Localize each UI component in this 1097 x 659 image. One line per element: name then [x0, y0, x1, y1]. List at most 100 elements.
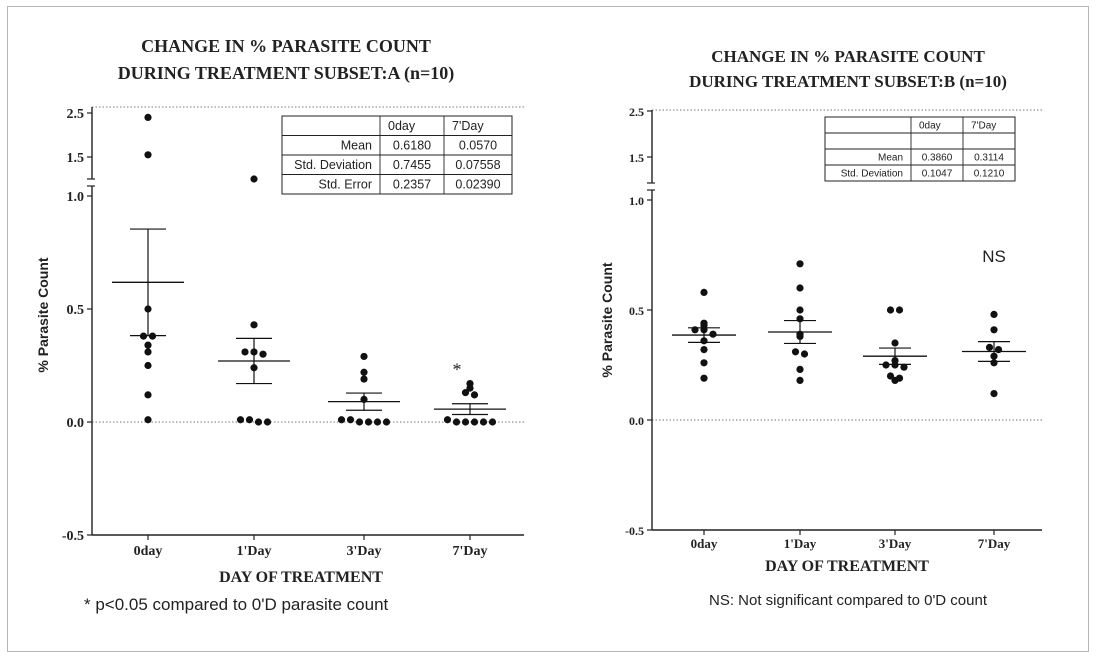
footnote: * p<0.05 compared to 0'D parasite count: [84, 595, 389, 614]
chart-title-line1: CHANGE IN % PARASITE COUNT: [141, 36, 431, 56]
data-point: [709, 330, 717, 338]
data-point: [470, 418, 479, 426]
data-point: [470, 391, 479, 399]
table-cell: Std. Deviation: [841, 169, 903, 180]
data-point: [241, 348, 249, 356]
chart-panel-a: CHANGE IN % PARASITE COUNT DURING TREATME…: [35, 36, 524, 614]
x-tick-label: 1'Day: [237, 544, 272, 559]
data-point: [144, 151, 152, 159]
data-point: [466, 379, 474, 388]
data-point: [364, 418, 373, 426]
y-tick-label: 1.5: [629, 151, 644, 165]
data-point: [144, 391, 152, 399]
data-point: [360, 368, 368, 376]
chart-title-line1: CHANGE IN % PARASITE COUNT: [711, 47, 985, 66]
data-point: [461, 418, 470, 426]
significance-annotation: *: [453, 360, 462, 380]
y-tick-label: 0.0: [67, 416, 85, 431]
data-point: [985, 343, 994, 351]
x-tick-label: 0day: [691, 536, 718, 551]
data-point: [461, 389, 470, 397]
data-point: [144, 361, 152, 370]
y-tick-label: 1.0: [629, 194, 644, 208]
table-cell: Mean: [878, 153, 903, 164]
data-point: [488, 418, 497, 426]
data-point: [346, 416, 355, 424]
data-point: [800, 350, 809, 358]
chart-title-line2: DURING TREATMENT SUBSET:B (n=10): [689, 72, 1007, 91]
data-point: [895, 306, 904, 314]
y-tick-label: 0.5: [67, 303, 85, 318]
table-header-cell: 0day: [388, 119, 416, 133]
data-point: [791, 348, 800, 356]
data-point: [796, 284, 804, 292]
x-tick-label: 3'Day: [347, 544, 382, 559]
y-tick-label: 2.5: [629, 105, 644, 119]
data-point: [479, 418, 488, 426]
table-cell: 0.02390: [455, 178, 500, 192]
x-axis-label: DAY OF TREATMENT: [765, 558, 929, 575]
data-point: [990, 326, 998, 334]
table-cell: 0.7455: [393, 158, 431, 172]
data-point: [891, 339, 899, 347]
y-tick-label: 2.5: [67, 107, 85, 122]
data-point: [360, 375, 368, 383]
table-cell: 0.1047: [922, 169, 953, 180]
data-point: [990, 390, 998, 398]
x-tick-label: 7'Day: [978, 536, 1011, 551]
y-axis-label: % Parasite Count: [599, 262, 615, 377]
y-tick-label: 0.0: [629, 414, 644, 428]
x-tick-label: 3'Day: [879, 536, 912, 551]
data-point: [250, 321, 258, 329]
data-point: [360, 352, 368, 361]
data-point: [882, 361, 890, 369]
data-point: [700, 374, 708, 382]
data-point: [144, 348, 152, 356]
y-tick-label: 1.0: [67, 190, 85, 205]
data-point: [990, 310, 998, 318]
y-tick-label: -0.5: [62, 529, 84, 544]
data-point: [700, 319, 708, 327]
table-header-cell: 7'Day: [452, 119, 484, 133]
table-cell: 0.0570: [459, 139, 497, 153]
chart-title-line2: DURING TREATMENT SUBSET:A (n=10): [118, 63, 455, 84]
data-point: [263, 418, 272, 426]
data-point: [796, 306, 804, 314]
data-point: [259, 350, 267, 358]
y-axis-label: % Parasite Count: [35, 257, 51, 372]
x-tick-label: 7'Day: [453, 544, 488, 559]
table-cell: Std. Error: [319, 178, 373, 192]
data-point: [900, 363, 908, 371]
data-point: [144, 113, 152, 121]
data-point: [443, 416, 452, 424]
table-header-cell: 7'Day: [971, 121, 996, 132]
x-tick-label: 0day: [134, 544, 163, 559]
data-point: [337, 416, 346, 424]
data-point: [382, 418, 391, 426]
significance-annotation: NS: [982, 247, 1006, 266]
table-cell: 0.07558: [455, 158, 500, 172]
table-cell: 0.1210: [974, 169, 1005, 180]
x-axis-label: DAY OF TREATMENT: [219, 569, 383, 586]
table-header-cell: 0day: [919, 121, 941, 132]
data-point: [895, 374, 904, 382]
data-point: [452, 418, 461, 426]
data-point: [700, 359, 708, 367]
data-point: [700, 288, 708, 296]
data-point: [796, 365, 804, 373]
y-tick-label: 1.5: [67, 151, 85, 166]
table-cell: 0.3860: [922, 153, 953, 164]
data-point: [250, 175, 258, 183]
data-point: [355, 418, 364, 426]
data-point: [236, 416, 245, 424]
data-point: [796, 376, 804, 384]
data-point: [144, 416, 152, 424]
table-cell: Std. Deviation: [294, 158, 372, 172]
data-point: [254, 418, 263, 426]
y-tick-label: -0.5: [625, 524, 644, 538]
data-point: [796, 260, 804, 268]
data-point: [373, 418, 382, 426]
data-point: [886, 372, 895, 380]
table-cell: 0.3114: [974, 153, 1004, 164]
